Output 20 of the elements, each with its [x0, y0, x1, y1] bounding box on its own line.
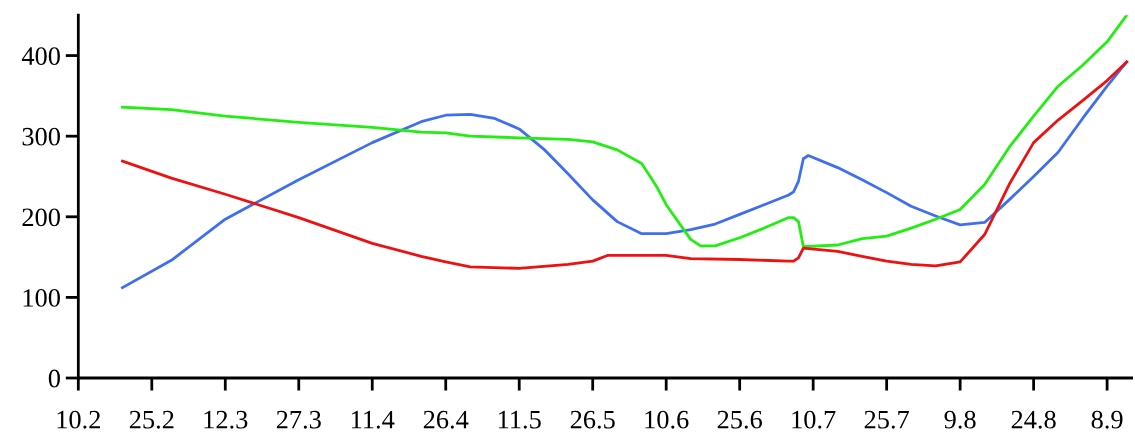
- x-tick-label: 25.7: [864, 410, 909, 429]
- x-tick-label: 10.7: [792, 410, 836, 429]
- y-tick-label: 200: [22, 208, 60, 227]
- x-tick-label: 25.2: [129, 410, 174, 429]
- x-tick-label: 25.6: [717, 410, 762, 429]
- x-tick-label: 10.6: [645, 410, 689, 429]
- x-tick-label: 24.8: [1011, 410, 1056, 429]
- y-tick-label: 400: [21, 47, 60, 65]
- x-tick-label: 9.8: [944, 410, 976, 429]
- x-tick-label: 26.5: [570, 410, 615, 429]
- y-tick-label: 0: [48, 369, 60, 388]
- x-tick-label: 10.2: [57, 410, 100, 429]
- x-tick-label: 11.4: [351, 410, 395, 429]
- x-tick-label: 8.9: [1091, 410, 1123, 429]
- x-tick-label: 11.5: [498, 410, 541, 429]
- x-tick-label: 12.3: [204, 410, 248, 429]
- y-tick-label: 300: [22, 127, 60, 146]
- y-tick-label: 100: [23, 289, 60, 307]
- x-tick-label: 26.4: [423, 410, 469, 429]
- x-tick-label: 27.3: [276, 410, 321, 429]
